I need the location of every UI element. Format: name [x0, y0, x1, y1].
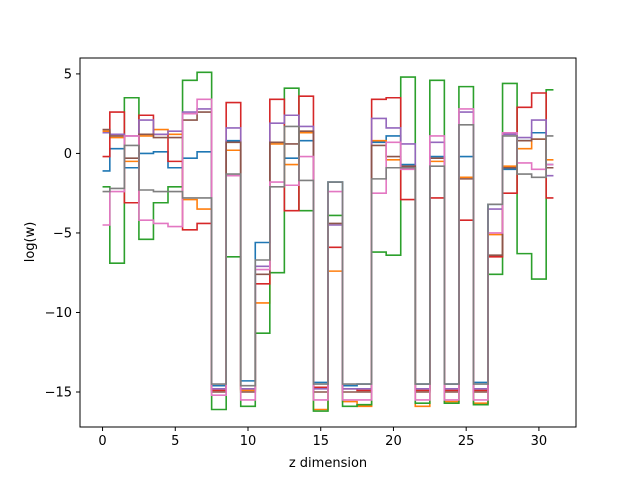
y-tick-label: −10: [45, 306, 72, 321]
y-axis-label: log(w): [23, 222, 38, 263]
x-axis-label: z dimension: [289, 456, 367, 471]
series-line-7: [102, 98, 554, 401]
x-tick-label: 15: [312, 434, 329, 449]
plot-frame: [79, 57, 577, 428]
x-tick-label: 20: [385, 434, 402, 449]
x-tick-label: 25: [458, 434, 475, 449]
x-tick-label: 5: [171, 434, 179, 449]
y-tick-label: −15: [45, 386, 72, 401]
x-tick-label: 30: [531, 434, 548, 449]
series-line-8: [102, 124, 554, 387]
y-tick-label: 0: [64, 147, 72, 162]
y-tick-label: 5: [64, 67, 72, 82]
x-tick-label: 10: [240, 434, 257, 449]
axes-layer: 0 5 10 15 20 25 30 −15 −10 −5 0 5: [45, 57, 577, 449]
x-tick-label: 0: [98, 434, 106, 449]
series-layer: [102, 71, 554, 412]
y-tick-label: −5: [53, 226, 72, 241]
